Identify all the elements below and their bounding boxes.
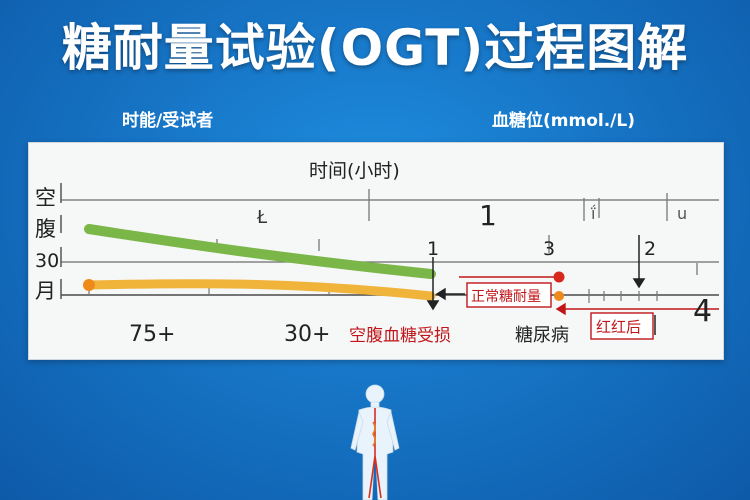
axis-title: 时间(小时) [309,160,400,182]
orange-curve [84,279,436,301]
legend-after-box [590,312,654,340]
orange-marker-point [554,291,564,301]
arrows [426,235,646,311]
label-75: 75+ [129,322,175,347]
y-label-30: 30 [35,250,59,272]
top-marker-2: 1 [479,199,497,232]
legend-normal-box [466,282,552,308]
y-label-fu: 腹 [35,217,56,241]
y-label-yue: 月 [35,279,56,303]
legend-after-text: 红红后 [596,318,641,336]
top-marker-1: Ł [256,207,268,228]
mid-marker-2: 2 [644,238,656,260]
legend-normal-text: 正常糖耐量 [471,289,541,305]
top-marker-4: u [677,204,687,223]
red-marker-point [553,271,565,283]
right-marker-4: 4 [693,294,712,329]
label-impaired-fasting: 空腹血糖受损 [349,326,451,346]
after-arrow [555,302,719,316]
top-ticks [216,189,698,275]
top-marker-3: ḯ [590,204,596,223]
ogtt-chart: 时间(小时) 空 腹 30 月 Ł 1 ḯ [35,160,719,347]
label-diabetes: 糖尿病 [515,325,569,346]
glucose-unit-label: 血糖位(mmol./L) [492,111,635,131]
page-title: 糖耐量试验(OGT)过程图解 [61,19,689,77]
legend-arrow [435,287,465,301]
mid-marker-3: 3 [543,238,555,260]
orange-curve-start-point [83,279,95,291]
label-30: 30+ [284,322,330,347]
body-vessels [368,408,382,499]
green-curve [84,224,436,279]
human-body-icon [350,384,400,500]
subject-label: 时能/受试者 [122,111,214,131]
mid-marker-1: 1 [427,238,439,260]
ogtt-chart-panel: 时间(小时) 空 腹 30 月 Ł 1 ḯ [28,142,724,360]
y-label-kong: 空 [35,186,56,210]
